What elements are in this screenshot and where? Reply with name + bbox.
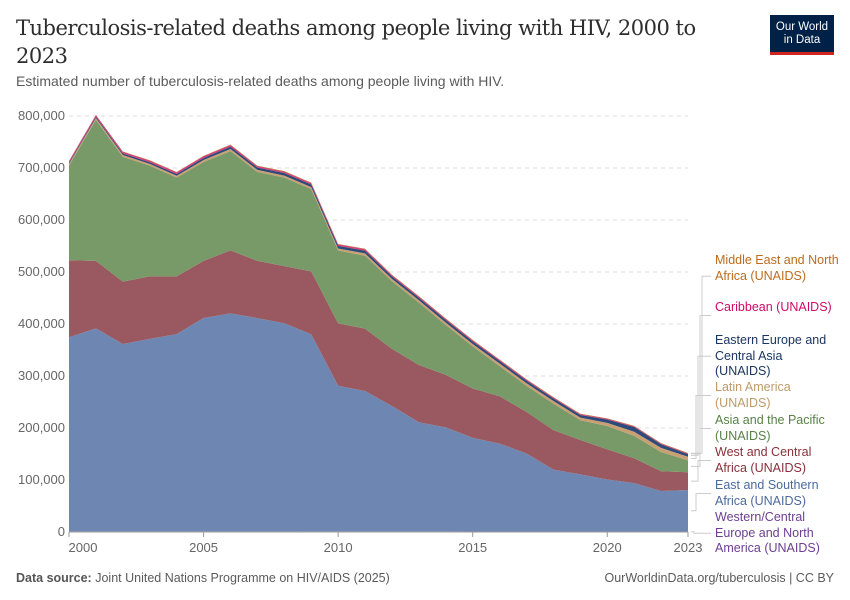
legend-label[interactable]: East and Southern Africa (UNAIDS) [715, 478, 819, 508]
legend-label[interactable]: Eastern Europe and Central Asia (UNAIDS) [715, 333, 827, 378]
source-label: Data source: [16, 571, 92, 585]
source-text[interactable]: Joint United Nations Programme on HIV/AI… [95, 571, 390, 585]
y-tick-label: 300,000 [18, 368, 65, 383]
y-tick-label: 200,000 [18, 420, 65, 435]
y-tick-label: 400,000 [18, 316, 65, 331]
chart-subtitle: Estimated number of tuberculosis-related… [16, 73, 505, 89]
data-source: Data source: Joint United Nations Progra… [16, 571, 390, 585]
legend-connector [691, 531, 711, 534]
chart-title: Tuberculosis-related deaths among people… [16, 16, 696, 68]
legend-label[interactable]: Latin America (UNAIDS) [715, 380, 791, 410]
legend-connector [691, 493, 711, 512]
legend-label[interactable]: Caribbean (UNAIDS) [715, 300, 832, 314]
legend-label[interactable]: West and Central Africa (UNAIDS) [715, 445, 812, 475]
x-tick-label: 2010 [324, 540, 353, 555]
legend-label[interactable]: Asia and the Pacific (UNAIDS) [715, 413, 825, 443]
x-tick-label: 2023 [674, 540, 703, 555]
area-series-1[interactable] [69, 313, 688, 532]
y-tick-label: 800,000 [18, 108, 65, 123]
y-tick-label: 600,000 [18, 212, 65, 227]
logo-line-2: in Data [783, 33, 821, 46]
x-tick-label: 2015 [458, 540, 487, 555]
legend-connector [691, 315, 711, 455]
legend-label[interactable]: Middle East and North Africa (UNAIDS) [715, 253, 839, 283]
legend-connector [691, 460, 711, 482]
legend-connector [691, 275, 711, 454]
y-tick-label: 0 [58, 524, 65, 539]
area-series-2[interactable] [69, 250, 688, 492]
y-tick-label: 500,000 [18, 264, 65, 279]
area-series-3[interactable] [69, 119, 688, 473]
legend-connector [691, 355, 711, 456]
x-tick-label: 2005 [189, 540, 218, 555]
x-tick-label: 2020 [593, 540, 622, 555]
legend-connector [691, 395, 711, 460]
y-tick-label: 100,000 [18, 472, 65, 487]
x-tick-label: 2000 [69, 540, 98, 555]
logo-line-1: Our World [775, 20, 829, 33]
footer-url[interactable]: OurWorldinData.org/tuberculosis | CC BY [604, 571, 835, 585]
y-tick-label: 700,000 [18, 160, 65, 175]
owid-logo[interactable]: Our World in Data [770, 15, 834, 55]
legend-label[interactable]: Western/Central Europe and North America… [715, 510, 820, 555]
